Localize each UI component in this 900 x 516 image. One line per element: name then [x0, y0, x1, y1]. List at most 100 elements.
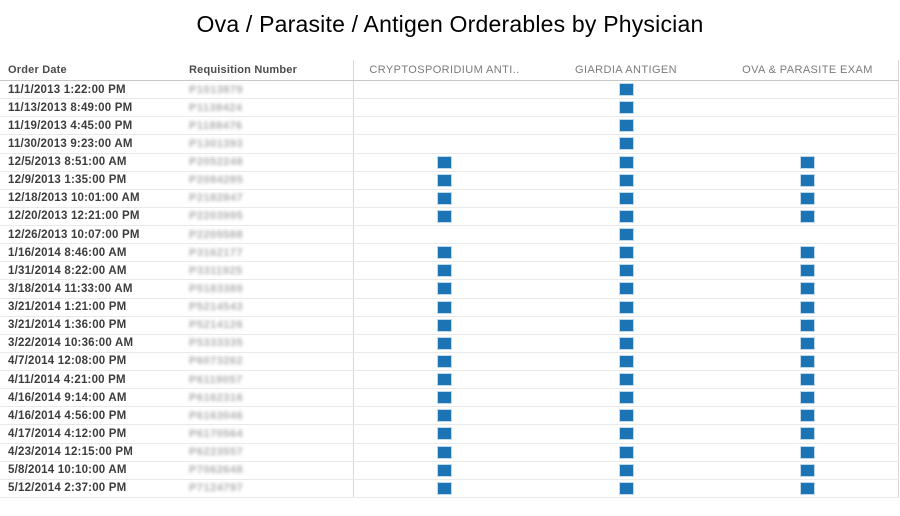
giardia-antigen-mark[interactable] — [619, 138, 633, 150]
cryptosporidium-antigen-mark[interactable] — [438, 247, 451, 259]
ova-parasite-exam-cell — [717, 207, 899, 225]
cryptosporidium-antigen-mark[interactable] — [438, 410, 451, 422]
table-row: 4/11/2014 4:21:00 PM P6119057 — [0, 371, 899, 390]
table-row: 4/16/2014 4:56:00 PM P6163046 — [0, 407, 899, 426]
cryptosporidium-antigen-mark[interactable] — [438, 428, 451, 440]
cryptosporidium-antigen-cell — [353, 461, 535, 479]
ova-parasite-exam-mark[interactable] — [801, 410, 814, 422]
column-header-ova-parasite-exam[interactable]: OVA & PARASITE EXAM — [717, 60, 899, 80]
order-date-cell: 5/8/2014 10:10:00 AM — [8, 464, 127, 477]
cryptosporidium-antigen-cell — [353, 334, 535, 352]
requisition-number-cell: P3162177 — [189, 246, 244, 259]
ova-parasite-exam-mark[interactable] — [801, 392, 814, 404]
ova-parasite-exam-cell — [717, 407, 899, 425]
giardia-antigen-mark[interactable] — [619, 84, 633, 96]
giardia-antigen-cell — [535, 244, 717, 261]
ova-parasite-exam-cell — [717, 352, 899, 370]
order-date-cell: 11/13/2013 8:49:00 PM — [8, 101, 133, 114]
giardia-antigen-mark[interactable] — [619, 102, 633, 114]
ova-parasite-exam-mark[interactable] — [801, 428, 814, 440]
giardia-antigen-mark[interactable] — [619, 392, 633, 404]
cryptosporidium-antigen-mark[interactable] — [438, 265, 451, 277]
cryptosporidium-antigen-cell — [353, 479, 535, 497]
cryptosporidium-antigen-mark[interactable] — [438, 374, 451, 386]
giardia-antigen-mark[interactable] — [619, 337, 633, 349]
giardia-antigen-mark[interactable] — [619, 265, 633, 277]
giardia-antigen-mark[interactable] — [619, 464, 633, 476]
giardia-antigen-mark[interactable] — [619, 174, 633, 186]
cryptosporidium-antigen-mark[interactable] — [438, 337, 451, 349]
column-header-order-date[interactable]: Order Date — [8, 64, 67, 76]
order-date-cell: 1/31/2014 8:22:00 AM — [8, 264, 127, 277]
giardia-antigen-cell — [535, 208, 717, 225]
giardia-antigen-mark[interactable] — [619, 210, 633, 222]
ova-parasite-exam-mark[interactable] — [801, 174, 814, 186]
ova-parasite-exam-mark[interactable] — [801, 319, 814, 331]
cryptosporidium-antigen-cell — [353, 117, 535, 135]
requisition-number-cell: P1013879 — [189, 83, 244, 96]
cryptosporidium-antigen-mark[interactable] — [438, 319, 451, 331]
order-date-cell: 4/17/2014 4:12:00 PM — [8, 427, 127, 440]
table-row: 5/12/2014 2:37:00 PM P7124797 — [0, 479, 899, 498]
order-date-cell: 3/21/2014 1:36:00 PM — [8, 319, 127, 332]
order-date-cell: 12/5/2013 8:51:00 AM — [8, 156, 127, 169]
giardia-antigen-cell — [535, 172, 717, 189]
cryptosporidium-antigen-cell — [353, 244, 535, 262]
ova-parasite-exam-mark[interactable] — [801, 247, 814, 259]
cryptosporidium-antigen-mark[interactable] — [438, 192, 451, 204]
giardia-antigen-mark[interactable] — [619, 374, 633, 386]
cryptosporidium-antigen-mark[interactable] — [438, 156, 451, 168]
ova-parasite-exam-mark[interactable] — [801, 482, 814, 494]
cryptosporidium-antigen-mark[interactable] — [438, 283, 451, 295]
giardia-antigen-mark[interactable] — [619, 156, 633, 168]
column-header-cryptosporidium-antigen[interactable]: CRYPTOSPORIDIUM ANTI.. — [353, 60, 535, 80]
ova-parasite-exam-mark[interactable] — [801, 156, 814, 168]
order-date-cell: 12/20/2013 12:21:00 PM — [8, 210, 140, 223]
giardia-antigen-mark[interactable] — [619, 428, 633, 440]
ova-parasite-exam-mark[interactable] — [801, 210, 814, 222]
table-row: 5/8/2014 10:10:00 AM P7062648 — [0, 461, 899, 480]
giardia-antigen-mark[interactable] — [619, 120, 633, 132]
column-header-requisition-number[interactable]: Requisition Number — [189, 64, 298, 76]
cryptosporidium-antigen-mark[interactable] — [438, 446, 451, 458]
giardia-antigen-mark[interactable] — [619, 247, 633, 259]
cryptosporidium-antigen-cell — [353, 207, 535, 225]
order-date-cell: 11/1/2013 1:22:00 PM — [8, 83, 126, 96]
cryptosporidium-antigen-mark[interactable] — [438, 355, 451, 367]
giardia-antigen-mark[interactable] — [619, 482, 633, 494]
giardia-antigen-mark[interactable] — [619, 192, 633, 204]
ova-parasite-exam-mark[interactable] — [801, 192, 814, 204]
cryptosporidium-antigen-mark[interactable] — [438, 210, 451, 222]
ova-parasite-exam-cell — [717, 280, 899, 298]
cryptosporidium-antigen-mark[interactable] — [438, 464, 451, 476]
giardia-antigen-mark[interactable] — [619, 355, 633, 367]
ova-parasite-exam-mark[interactable] — [801, 265, 814, 277]
order-date-cell: 5/12/2014 2:37:00 PM — [8, 482, 127, 495]
ova-parasite-exam-mark[interactable] — [801, 283, 814, 295]
giardia-antigen-cell — [535, 353, 717, 370]
cryptosporidium-antigen-mark[interactable] — [438, 301, 451, 313]
ova-parasite-exam-mark[interactable] — [801, 374, 814, 386]
giardia-antigen-mark[interactable] — [619, 410, 633, 422]
giardia-antigen-mark[interactable] — [619, 283, 633, 295]
cryptosporidium-antigen-mark[interactable] — [438, 392, 451, 404]
ova-parasite-exam-mark[interactable] — [801, 355, 814, 367]
giardia-antigen-mark[interactable] — [619, 319, 633, 331]
giardia-antigen-mark[interactable] — [619, 446, 633, 458]
requisition-number-cell: P3311925 — [189, 264, 243, 277]
order-date-cell: 4/16/2014 9:14:00 AM — [8, 391, 127, 404]
ova-parasite-exam-mark[interactable] — [801, 464, 814, 476]
ova-parasite-exam-mark[interactable] — [801, 446, 814, 458]
giardia-antigen-cell — [535, 262, 717, 279]
cryptosporidium-antigen-mark[interactable] — [438, 174, 451, 186]
cryptosporidium-antigen-mark[interactable] — [438, 482, 451, 494]
table-row: 3/21/2014 1:21:00 PM P5214543 — [0, 298, 899, 317]
ova-parasite-exam-mark[interactable] — [801, 301, 814, 313]
giardia-antigen-mark[interactable] — [619, 229, 633, 241]
giardia-antigen-mark[interactable] — [619, 301, 633, 313]
cryptosporidium-antigen-cell — [353, 99, 535, 117]
ova-parasite-exam-mark[interactable] — [801, 337, 814, 349]
table-row: 12/20/2013 12:21:00 PM P2203995 — [0, 207, 899, 226]
cryptosporidium-antigen-cell — [353, 262, 535, 280]
column-header-giardia-antigen[interactable]: GIARDIA ANTIGEN — [575, 64, 677, 76]
